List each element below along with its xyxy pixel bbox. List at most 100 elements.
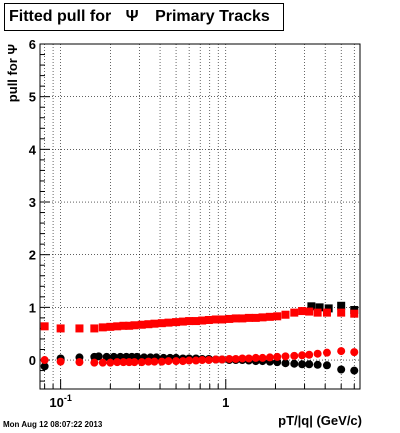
data-point-s0 [313,360,322,369]
data-point-s2 [273,312,282,321]
chart-title-main: Fitted pull for [9,8,112,25]
data-point-s2 [251,313,260,322]
data-point-s3 [350,348,359,357]
data-point-s0 [281,359,290,368]
chart-title-symbol: Ψ [125,8,139,25]
data-point-s2 [191,317,200,326]
timestamp-footer: Mon Aug 12 08:07:22 2013 [3,420,103,429]
data-point-s2 [313,308,322,317]
data-point-s3 [119,358,128,367]
data-point-s3 [137,358,146,367]
data-point-s2 [211,315,220,324]
data-point-s3 [56,357,65,366]
data-point-s2 [350,309,359,318]
data-point-s0 [350,366,359,375]
data-point-s2 [258,313,267,322]
x-axis-title: pT/|q| (GeV/c) [278,413,362,428]
data-point-s3 [313,349,322,358]
data-point-s2 [137,320,146,329]
data-point-s2 [244,313,253,322]
data-point-s2 [265,312,274,321]
data-point-s0 [102,352,111,361]
data-point-s1 [307,302,316,311]
data-point-s2 [157,319,166,328]
data-points [40,301,359,375]
data-point-s3 [198,356,207,365]
data-point-s3 [130,358,139,367]
data-point-s3 [204,356,213,365]
data-point-s0 [40,362,49,371]
data-point-s0 [322,361,331,370]
data-point-s0 [290,359,299,368]
data-point-s3 [273,352,282,361]
y-tick-label: 4 [29,142,37,157]
data-point-s3 [157,357,166,366]
data-point-s2 [119,321,128,330]
data-point-s3 [178,357,187,366]
data-point-s2 [125,321,134,330]
data-point-s3 [40,356,49,365]
data-point-s0 [305,360,314,369]
data-point-s3 [290,351,299,360]
data-point-s2 [75,324,84,333]
data-point-s3 [164,357,173,366]
data-point-s2 [90,324,99,333]
data-point-s3 [150,357,159,366]
data-point-s3 [265,353,274,362]
data-point-s3 [251,353,260,362]
data-point-s3 [322,348,331,357]
data-point-s3 [281,352,290,361]
y-tick-label: 1 [29,300,36,315]
data-point-s2 [113,322,122,331]
data-point-s3 [98,358,107,367]
data-point-s2 [298,307,307,316]
data-point-s3 [75,358,84,367]
y-tick-label: 0 [29,353,36,368]
axis-labels: 0 1 2 3 4 5 6 10-1 1 pT/|q| (GeV/c) pull for Ψ [5,37,362,428]
data-point-s3 [106,358,115,367]
chart-title-suffix: Primary Tracks [155,8,270,25]
data-point-s0 [94,352,103,361]
data-point-s2 [144,320,153,329]
chart-title: Fitted pull for Ψ Primary Tracks [4,3,284,31]
data-point-s3 [244,354,253,363]
data-point-s3 [298,351,307,360]
y-tick-label: 2 [29,248,36,263]
y-axis-title: pull for Ψ [5,44,20,102]
data-point-s3 [337,347,346,356]
data-point-s3 [185,356,194,365]
data-point-s1 [324,304,333,313]
data-point-s2 [150,319,159,328]
data-point-s2 [218,315,227,324]
data-point-s2 [337,308,346,317]
data-point-s2 [225,314,234,323]
data-point-s2 [281,310,290,319]
data-point-s2 [231,314,240,323]
data-point-s3 [258,353,267,362]
x-tick-label: 10-1 [49,393,71,410]
data-point-s2 [130,321,139,330]
data-point-s0 [337,365,346,374]
data-point-s2 [164,318,173,327]
data-point-s1 [315,303,324,312]
data-point-s2 [106,322,115,331]
data-point-s2 [185,317,194,326]
data-point-s3 [305,350,314,359]
data-point-s3 [238,354,247,363]
data-point-s2 [290,308,299,317]
data-point-s2 [204,316,213,324]
data-point-s3 [231,354,240,363]
data-point-s3 [144,357,153,366]
data-point-s3 [172,357,181,366]
data-point-s2 [198,316,207,325]
data-point-s3 [225,354,234,363]
data-point-s2 [98,323,107,332]
data-point-s2 [305,307,314,316]
data-point-s3 [191,356,200,365]
data-point-s3 [218,355,227,364]
data-point-s2 [178,317,187,326]
data-point-s1 [337,301,346,310]
y-tick-label: 6 [29,37,36,52]
y-tick-label: 3 [29,195,36,210]
